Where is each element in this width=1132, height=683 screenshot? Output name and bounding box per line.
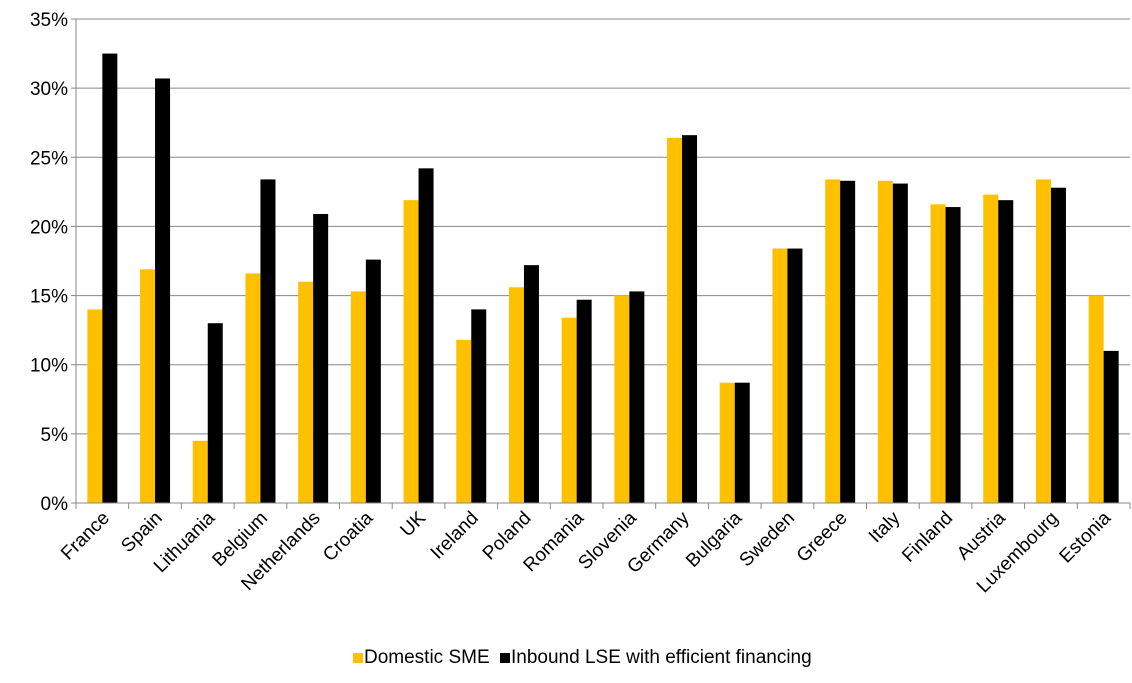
- bar-inbound-lse-with-efficient-financing-greece: [840, 180, 856, 503]
- y-tick-label: 5%: [41, 425, 69, 446]
- bar-domestic-sme-slovenia: [614, 295, 630, 503]
- legend-label-domestic-sme: Domestic SME: [364, 647, 490, 668]
- legend-swatch-domestic-sme: [353, 653, 363, 663]
- x-tick-label-estonia: Estonia: [1056, 507, 1116, 567]
- bar-inbound-lse-with-efficient-financing-poland: [523, 265, 539, 503]
- bar-domestic-sme-belgium: [245, 273, 261, 503]
- legend-label-inbound-lse: Inbound LSE with efficient financing: [511, 647, 812, 668]
- axes: [71, 18, 1131, 509]
- bar-inbound-lse-with-efficient-financing-sweden: [787, 248, 803, 503]
- y-tick-labels: 0% 5% 10% 15% 20% 25% 30% 35%: [30, 10, 68, 515]
- x-tick-label-greece: Greece: [793, 508, 852, 567]
- bar-domestic-sme-luxembourg: [1035, 179, 1051, 503]
- y-tick-label: 25%: [30, 148, 68, 169]
- bar-domestic-sme-bulgaria: [719, 382, 735, 503]
- bar-inbound-lse-with-efficient-financing-belgium: [260, 179, 276, 503]
- bar-domestic-sme-uk: [403, 200, 419, 503]
- y-tick-label: 15%: [30, 287, 68, 308]
- bar-inbound-lse-with-efficient-financing-germany: [682, 135, 698, 503]
- y-tick-label: 35%: [30, 10, 68, 31]
- bar-domestic-sme-austria: [983, 194, 999, 503]
- x-tick-label-sweden: Sweden: [736, 508, 799, 571]
- bar-inbound-lse-with-efficient-financing-austria: [998, 200, 1014, 503]
- legend-swatch-inbound-lse: [500, 653, 510, 663]
- bar-inbound-lse-with-efficient-financing-france: [102, 53, 118, 503]
- bar-inbound-lse-with-efficient-financing-spain: [155, 78, 171, 503]
- bar-domestic-sme-france: [87, 309, 103, 503]
- bar-inbound-lse-with-efficient-financing-slovenia: [629, 291, 645, 503]
- x-tick-label-croatia: Croatia: [319, 507, 377, 565]
- x-tick-label-france: France: [57, 508, 114, 565]
- y-tick-label: 20%: [30, 217, 68, 238]
- bar-domestic-sme-italy: [877, 180, 893, 503]
- bar-inbound-lse-with-efficient-financing-uk: [418, 168, 434, 503]
- bar-domestic-sme-ireland: [456, 339, 472, 503]
- bar-domestic-sme-lithuania: [192, 440, 208, 503]
- bar-domestic-sme-spain: [140, 269, 156, 503]
- x-tick-label-spain: Spain: [117, 508, 166, 557]
- bar-inbound-lse-with-efficient-financing-bulgaria: [734, 382, 750, 503]
- bar-inbound-lse-with-efficient-financing-romania: [576, 299, 592, 503]
- x-tick-label-uk: UK: [397, 507, 431, 541]
- bar-inbound-lse-with-efficient-financing-luxembourg: [1050, 187, 1066, 504]
- y-tick-label: 10%: [30, 356, 68, 377]
- bar-inbound-lse-with-efficient-financing-estonia: [1103, 350, 1119, 503]
- bar-inbound-lse-with-efficient-financing-netherlands: [313, 213, 329, 504]
- legend: Domestic SME Inbound LSE with efficient …: [353, 647, 812, 668]
- bar-inbound-lse-with-efficient-financing-croatia: [365, 259, 381, 503]
- bar-inbound-lse-with-efficient-financing-ireland: [471, 309, 487, 503]
- x-tick-label-ireland: Ireland: [427, 508, 483, 564]
- bar-domestic-sme-sweden: [772, 248, 788, 503]
- bar-inbound-lse-with-efficient-financing-italy: [892, 183, 908, 503]
- x-tick-labels: France SpainLithuaniaBelgiumNetherlandsCr…: [57, 507, 1115, 597]
- bar-domestic-sme-netherlands: [298, 281, 314, 503]
- bar-domestic-sme-croatia: [350, 291, 366, 503]
- gridlines: [76, 18, 1130, 435]
- bar-domestic-sme-finland: [930, 204, 946, 503]
- bar-inbound-lse-with-efficient-financing-finland: [945, 207, 961, 503]
- y-tick-label: 30%: [30, 79, 68, 100]
- bars: [87, 53, 1119, 504]
- bar-domestic-sme-romania: [561, 317, 577, 503]
- bar-domestic-sme-greece: [825, 179, 841, 503]
- x-tick-label-bulgaria: Bulgaria: [682, 507, 746, 571]
- bar-inbound-lse-with-efficient-financing-lithuania: [207, 323, 223, 503]
- bar-domestic-sme-germany: [667, 137, 683, 503]
- x-tick-label-italy: Italy: [865, 507, 905, 547]
- bar-domestic-sme-poland: [508, 287, 524, 503]
- bar-domestic-sme-estonia: [1088, 295, 1104, 503]
- y-tick-label: 0%: [41, 494, 69, 515]
- x-tick-label-finland: Finland: [898, 508, 957, 567]
